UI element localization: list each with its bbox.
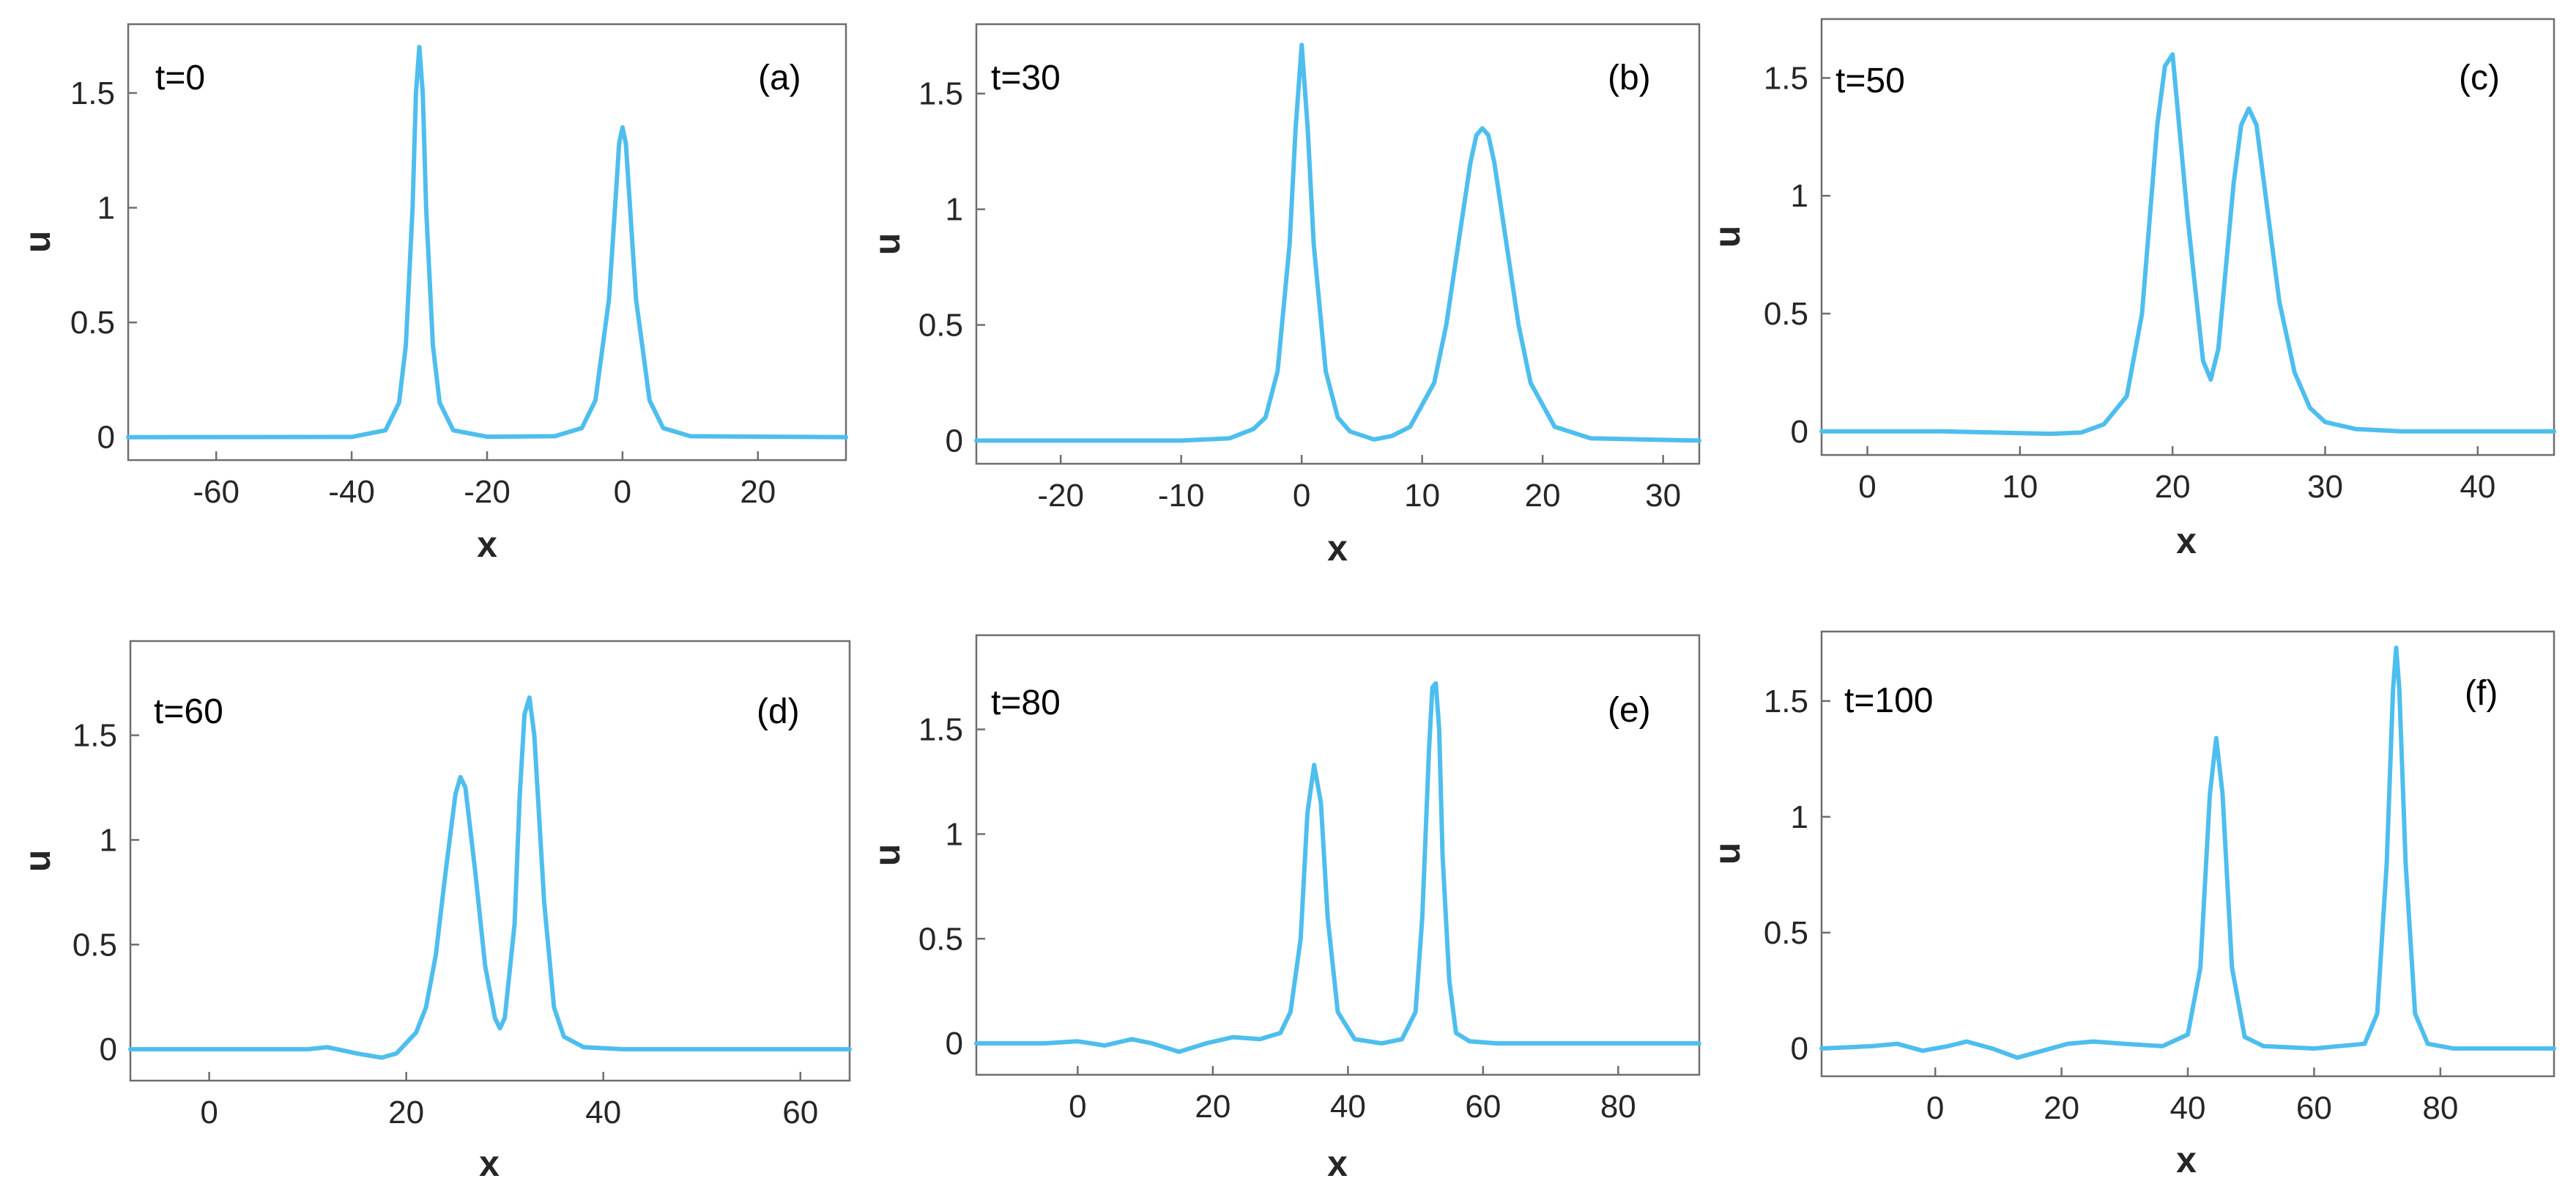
- y-tick-label: 0.5: [918, 308, 963, 344]
- y-tick-label: 0.5: [918, 921, 963, 957]
- x-tick-label: 10: [1404, 478, 1440, 514]
- x-tick-label: 20: [1195, 1089, 1231, 1125]
- x-tick-label: 40: [2460, 469, 2495, 505]
- y-axis-label: u: [1707, 843, 1748, 865]
- y-axis-label: u: [17, 231, 58, 253]
- x-tick-label: 40: [585, 1095, 621, 1130]
- time-label: t=0: [155, 59, 205, 97]
- y-tick-label: 1: [97, 190, 115, 226]
- x-tick-label: 40: [1330, 1089, 1366, 1125]
- y-tick-label: 0: [1791, 414, 1808, 450]
- time-label: t=80: [991, 684, 1061, 722]
- y-axis-label: u: [866, 844, 907, 867]
- y-tick-label: 1: [1791, 178, 1808, 214]
- y-tick-label: 1.5: [70, 75, 115, 111]
- y-tick-label: 1.5: [918, 76, 963, 112]
- x-tick-label: 0: [200, 1095, 218, 1130]
- x-tick-label: 30: [1645, 478, 1681, 514]
- x-axis-label: x: [477, 524, 497, 565]
- y-tick-label: 0.5: [73, 927, 117, 963]
- panel-label: (d): [757, 692, 800, 731]
- time-label: t=30: [991, 59, 1061, 97]
- x-tick-label: -20: [464, 474, 511, 510]
- y-tick-label: 1: [100, 822, 117, 858]
- y-tick-label: 0.5: [1764, 296, 1808, 332]
- x-tick-label: 60: [2296, 1090, 2332, 1126]
- series-line-u: [974, 681, 1701, 1054]
- x-tick-label: -60: [193, 474, 240, 510]
- x-tick-label: -40: [328, 474, 375, 510]
- x-tick-label: 20: [2155, 469, 2191, 505]
- panel-c: 0 10 20 30 40 0 0.5 1 1.5 t=50 (c) x u: [1707, 18, 2556, 561]
- y-axis-label: u: [1707, 226, 1748, 248]
- x-tick-label: 30: [2307, 469, 2343, 505]
- y-tick-label: 0.5: [70, 305, 115, 341]
- y-tick-label: 0: [1791, 1031, 1808, 1067]
- panel-label: (a): [758, 59, 801, 97]
- series-line-u: [128, 695, 852, 1060]
- y-tick-label: 1: [946, 192, 963, 228]
- panel-d: 0 20 40 60 0 0.5 1 1.5 t=60 (d) x u: [17, 640, 852, 1184]
- time-label: t=60: [154, 692, 223, 731]
- x-tick-label: 80: [1600, 1089, 1636, 1125]
- y-tick-label: 1: [1791, 799, 1808, 835]
- y-tick-label: 1.5: [1764, 60, 1808, 96]
- y-tick-label: 1.5: [73, 718, 117, 754]
- x-axis-label: x: [2176, 520, 2197, 561]
- x-tick-label: 20: [2044, 1090, 2079, 1126]
- panel-label: (f): [2465, 674, 2498, 713]
- y-tick-label: 1.5: [918, 712, 963, 748]
- y-tick-label: 0: [97, 420, 115, 456]
- plot-frame: [129, 640, 851, 1082]
- y-axis-label: u: [866, 233, 907, 256]
- x-tick-label: 10: [2002, 469, 2038, 505]
- x-axis-label: x: [479, 1143, 500, 1184]
- plot-frame: [975, 634, 1701, 1076]
- x-tick-label: 60: [782, 1095, 818, 1130]
- x-tick-label: -10: [1158, 478, 1205, 514]
- y-axis-label: u: [17, 850, 58, 873]
- plot-frame: [975, 23, 1701, 465]
- panel-f: 0 20 40 60 80 0 0.5 1 1.5 t=100 (f) x u: [1707, 630, 2556, 1180]
- series-line-u: [126, 45, 848, 440]
- time-label: t=50: [1836, 62, 1905, 100]
- x-tick-label: -20: [1037, 478, 1084, 514]
- y-tick-label: 1: [946, 816, 963, 852]
- panel-e: 0 20 40 60 80 0 0.5 1 1.5 t=80 (e) x u: [866, 634, 1701, 1184]
- x-tick-label: 20: [740, 474, 776, 510]
- x-tick-label: 40: [2170, 1090, 2206, 1126]
- y-tick-label: 0: [946, 423, 963, 459]
- panel-a: -60 -40 -20 0 20 0 0.5 1 1.5 t=0 (a) x u: [17, 23, 848, 565]
- series-line-u: [974, 42, 1701, 443]
- series-line-u: [1819, 52, 2556, 437]
- x-tick-label: 80: [2422, 1090, 2458, 1126]
- y-tick-label: 0: [100, 1032, 117, 1067]
- y-tick-label: 0.5: [1764, 915, 1808, 951]
- x-tick-label: 0: [614, 474, 631, 510]
- x-axis-label: x: [1327, 528, 1348, 569]
- x-axis-label: x: [2176, 1139, 2197, 1180]
- x-tick-label: 60: [1465, 1089, 1501, 1125]
- x-axis-label: x: [1327, 1143, 1348, 1184]
- y-tick-label: 1.5: [1764, 684, 1808, 719]
- panel-b: -20 -10 0 10 20 30 0 0.5 1 1.5 t=30 (b) x u: [866, 23, 1701, 569]
- x-tick-label: 20: [388, 1095, 424, 1130]
- plot-frame: [1820, 18, 2555, 456]
- x-tick-label: 0: [1926, 1090, 1944, 1126]
- time-label: t=100: [1844, 681, 1933, 720]
- panel-label: (b): [1608, 59, 1651, 97]
- y-tick-label: 0: [946, 1026, 963, 1062]
- panel-label: (e): [1608, 691, 1651, 730]
- x-tick-label: 20: [1525, 478, 1561, 514]
- panel-label: (c): [2459, 59, 2500, 97]
- series-line-u: [1819, 645, 2556, 1060]
- plot-frame: [127, 23, 847, 462]
- x-tick-label: 0: [1858, 469, 1876, 505]
- x-tick-label: 0: [1293, 478, 1310, 514]
- x-tick-label: 0: [1069, 1089, 1086, 1125]
